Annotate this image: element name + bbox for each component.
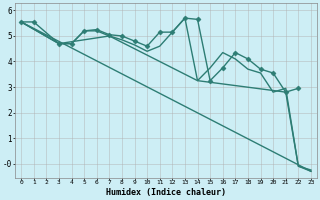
X-axis label: Humidex (Indice chaleur): Humidex (Indice chaleur) [106,188,226,197]
